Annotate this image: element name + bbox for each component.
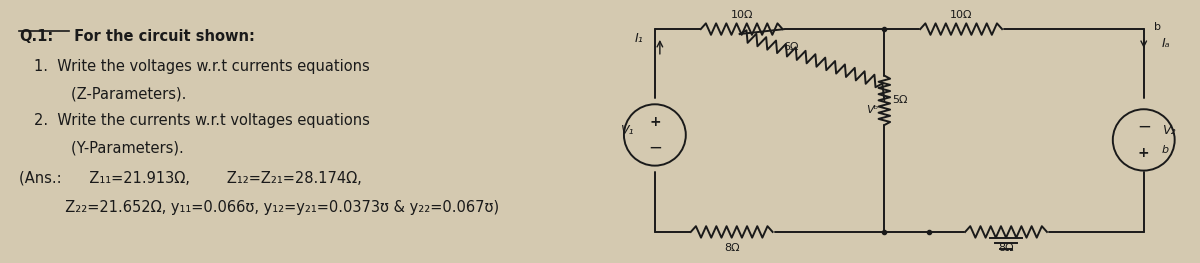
Text: b: b [1153, 22, 1160, 32]
Text: V₁: V₁ [620, 124, 634, 136]
Text: Q.1:: Q.1: [19, 29, 54, 44]
Text: Vᵇ: Vᵇ [866, 105, 878, 115]
Text: −: − [1136, 118, 1151, 136]
Text: b: b [1162, 145, 1169, 155]
Text: 8Ω: 8Ω [724, 243, 739, 253]
Text: (Ans.:      Z₁₁=21.913Ω,        Z₁₂=Z₂₁=28.174Ω,: (Ans.: Z₁₁=21.913Ω, Z₁₂=Z₂₁=28.174Ω, [19, 171, 362, 186]
Text: 1.  Write the voltages w.r.t currents equations: 1. Write the voltages w.r.t currents equ… [35, 59, 370, 74]
Text: 10Ω: 10Ω [950, 10, 972, 20]
Text: +: + [649, 115, 661, 129]
Text: 6Ω: 6Ω [784, 42, 799, 52]
Text: For the circuit shown:: For the circuit shown: [70, 29, 256, 44]
Text: Iₐ: Iₐ [1162, 37, 1170, 50]
Text: (Y-Parameters).: (Y-Parameters). [35, 141, 184, 156]
Text: Z₂₂=21.652Ω, y₁₁=0.066ʊ, y₁₂=y₂₁=0.0373ʊ & y₂₂=0.067ʊ): Z₂₂=21.652Ω, y₁₁=0.066ʊ, y₁₂=y₂₁=0.0373ʊ… [19, 200, 499, 215]
Text: 8Ω: 8Ω [998, 243, 1014, 253]
Text: 10Ω: 10Ω [731, 10, 752, 20]
Text: V₂: V₂ [1162, 124, 1175, 136]
Text: −: − [648, 139, 662, 157]
Text: I₁: I₁ [635, 33, 643, 45]
Text: (Z-Parameters).: (Z-Parameters). [35, 87, 187, 102]
Text: 2.  Write the currents w.r.t voltages equations: 2. Write the currents w.r.t voltages equ… [35, 113, 370, 128]
Text: +: + [1138, 146, 1150, 160]
Text: 5Ω: 5Ω [893, 95, 908, 105]
